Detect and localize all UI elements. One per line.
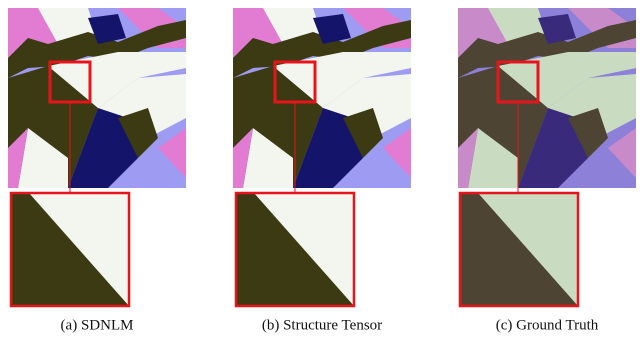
zoom-image (11, 193, 129, 306)
figure: (a) SDNLM (b) Structure Tensor (c) Groun… (0, 0, 641, 344)
panel-c: (c) Ground Truth (458, 8, 636, 333)
zoom-image (460, 193, 578, 306)
image (458, 8, 636, 188)
caption: (a) SDNLM (61, 317, 134, 333)
image (233, 8, 411, 188)
image (8, 8, 186, 188)
caption: (b) Structure Tensor (262, 317, 382, 333)
panel-a: (a) SDNLM (8, 8, 186, 333)
caption: (c) Ground Truth (496, 317, 599, 333)
panel-b: (b) Structure Tensor (233, 8, 411, 333)
zoom-image (236, 193, 354, 306)
